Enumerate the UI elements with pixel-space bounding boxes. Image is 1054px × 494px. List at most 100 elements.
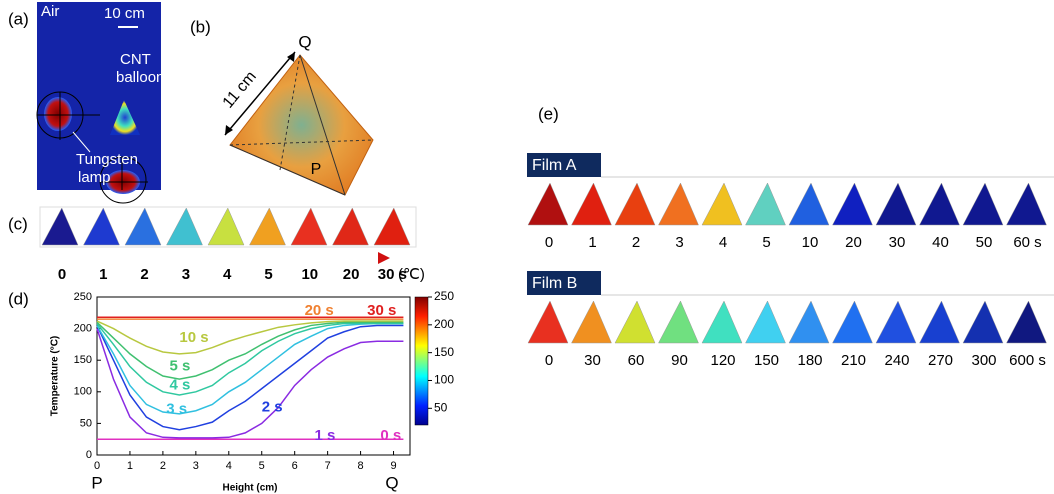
thermal-triangle [333, 208, 369, 245]
thermal-triangle [833, 183, 873, 225]
time-label: 60 s [1013, 234, 1041, 251]
x-tick-label: 2 [160, 460, 166, 472]
y-tick-label: 0 [86, 449, 92, 461]
end-label: Q [385, 473, 398, 492]
time-label: 50 [976, 234, 993, 251]
x-tick-label: 1 [127, 460, 133, 472]
thermal-triangle [1007, 183, 1047, 225]
time-label: 210 [841, 352, 866, 369]
colorbar-tick-label: 250 [434, 289, 454, 303]
series-label: 1 s [314, 427, 335, 444]
thermal-triangle [659, 301, 699, 343]
time-label: 180 [797, 352, 822, 369]
time-label: 270 [928, 352, 953, 369]
time-label: 3 [675, 234, 683, 251]
vertex-label: Q [298, 32, 311, 51]
time-label: 10 [301, 266, 318, 283]
y-tick-label: 100 [74, 386, 92, 398]
panel-label: (b) [190, 17, 211, 36]
end-label: P [91, 473, 102, 492]
scale-label: 10 cm [104, 5, 145, 22]
x-tick-label: 7 [325, 460, 331, 472]
x-axis-title: Height (cm) [223, 483, 278, 494]
time-label: 0 [58, 266, 66, 283]
time-label: 300 [971, 352, 996, 369]
time-label: 1 [588, 234, 596, 251]
arrowhead [378, 252, 390, 264]
vertex-label: P [311, 161, 322, 178]
time-label: 40 [932, 234, 949, 251]
label: Air [41, 3, 59, 20]
thermal-triangle [1007, 301, 1047, 343]
colorbar [415, 297, 428, 425]
thermal-triangle [963, 301, 1003, 343]
thermal-triangle [963, 183, 1003, 225]
time-label: 240 [884, 352, 909, 369]
panel-label: (c) [8, 214, 28, 233]
film-name: Film A [532, 157, 577, 174]
panel-label: (a) [8, 9, 29, 28]
x-tick-label: 0 [94, 460, 100, 472]
series-label: 30 s [367, 302, 396, 319]
triangle-row [42, 208, 410, 245]
colorbar-tick-label: 50 [434, 400, 448, 414]
label: Tungsten [76, 151, 138, 168]
thermal-triangle [572, 183, 612, 225]
thermal-triangle [167, 208, 203, 245]
thermal-triangle [42, 208, 78, 245]
time-label: 30 [889, 234, 906, 251]
colorbar-tick-label: 150 [434, 345, 454, 359]
x-tick-label: 6 [292, 460, 298, 472]
y-tick-label: 150 [74, 354, 92, 366]
thermal-triangle [920, 301, 960, 343]
thermal-triangle [125, 208, 161, 245]
thermal-triangle [746, 301, 786, 343]
series-label: 20 s [305, 302, 334, 319]
colorbar-tick-label: 100 [434, 373, 454, 387]
thermal-triangle [528, 301, 568, 343]
time-label: 4 [719, 234, 727, 251]
series-label: 3 s [166, 400, 187, 417]
thermal-triangle [84, 208, 120, 245]
thermal-triangle [876, 301, 916, 343]
time-label: 10 [802, 234, 819, 251]
x-tick-label: 5 [259, 460, 265, 472]
thermal-triangle [615, 183, 655, 225]
thermal-triangle [291, 208, 327, 245]
time-label: 20 [343, 266, 360, 283]
thermal-triangle [374, 208, 410, 245]
time-label: 4 [223, 266, 232, 283]
thermal-triangle [833, 301, 873, 343]
label: CNT [120, 51, 151, 68]
lamp-spot [44, 97, 72, 131]
time-label: 120 [710, 352, 735, 369]
thermal-triangle [702, 183, 742, 225]
time-label: 0 [545, 352, 553, 369]
y-axis-title: Temperature (°C) [50, 336, 61, 417]
time-label: 20 [845, 234, 862, 251]
y-tick-label: 200 [74, 323, 92, 335]
time-label: 600 s [1009, 352, 1046, 369]
film-name: Film B [532, 275, 577, 292]
series-label: 5 s [169, 357, 190, 374]
thermal-triangle [572, 301, 612, 343]
label: lamp [78, 169, 111, 186]
y-tick-label: 50 [80, 417, 92, 429]
thermal-triangle [920, 183, 960, 225]
thermal-triangle [659, 183, 699, 225]
unit-label: (℃) [398, 266, 425, 283]
figure: (a) Air 10 cm CNT balloon Tungsten lamp … [0, 0, 1054, 494]
time-labels: 012345102030 s [58, 266, 407, 283]
time-label: 3 [182, 266, 190, 283]
time-label: 2 [140, 266, 148, 283]
time-label: 150 [754, 352, 779, 369]
x-tick-label: 3 [193, 460, 199, 472]
time-label: 2 [632, 234, 640, 251]
x-tick-label: 9 [390, 460, 396, 472]
time-label: 30 [584, 352, 601, 369]
thermal-triangle [615, 301, 655, 343]
series-label: 2 s [262, 399, 283, 416]
panel-label: (e) [538, 104, 559, 123]
label: balloon [116, 69, 164, 86]
time-label: 5 [762, 234, 770, 251]
